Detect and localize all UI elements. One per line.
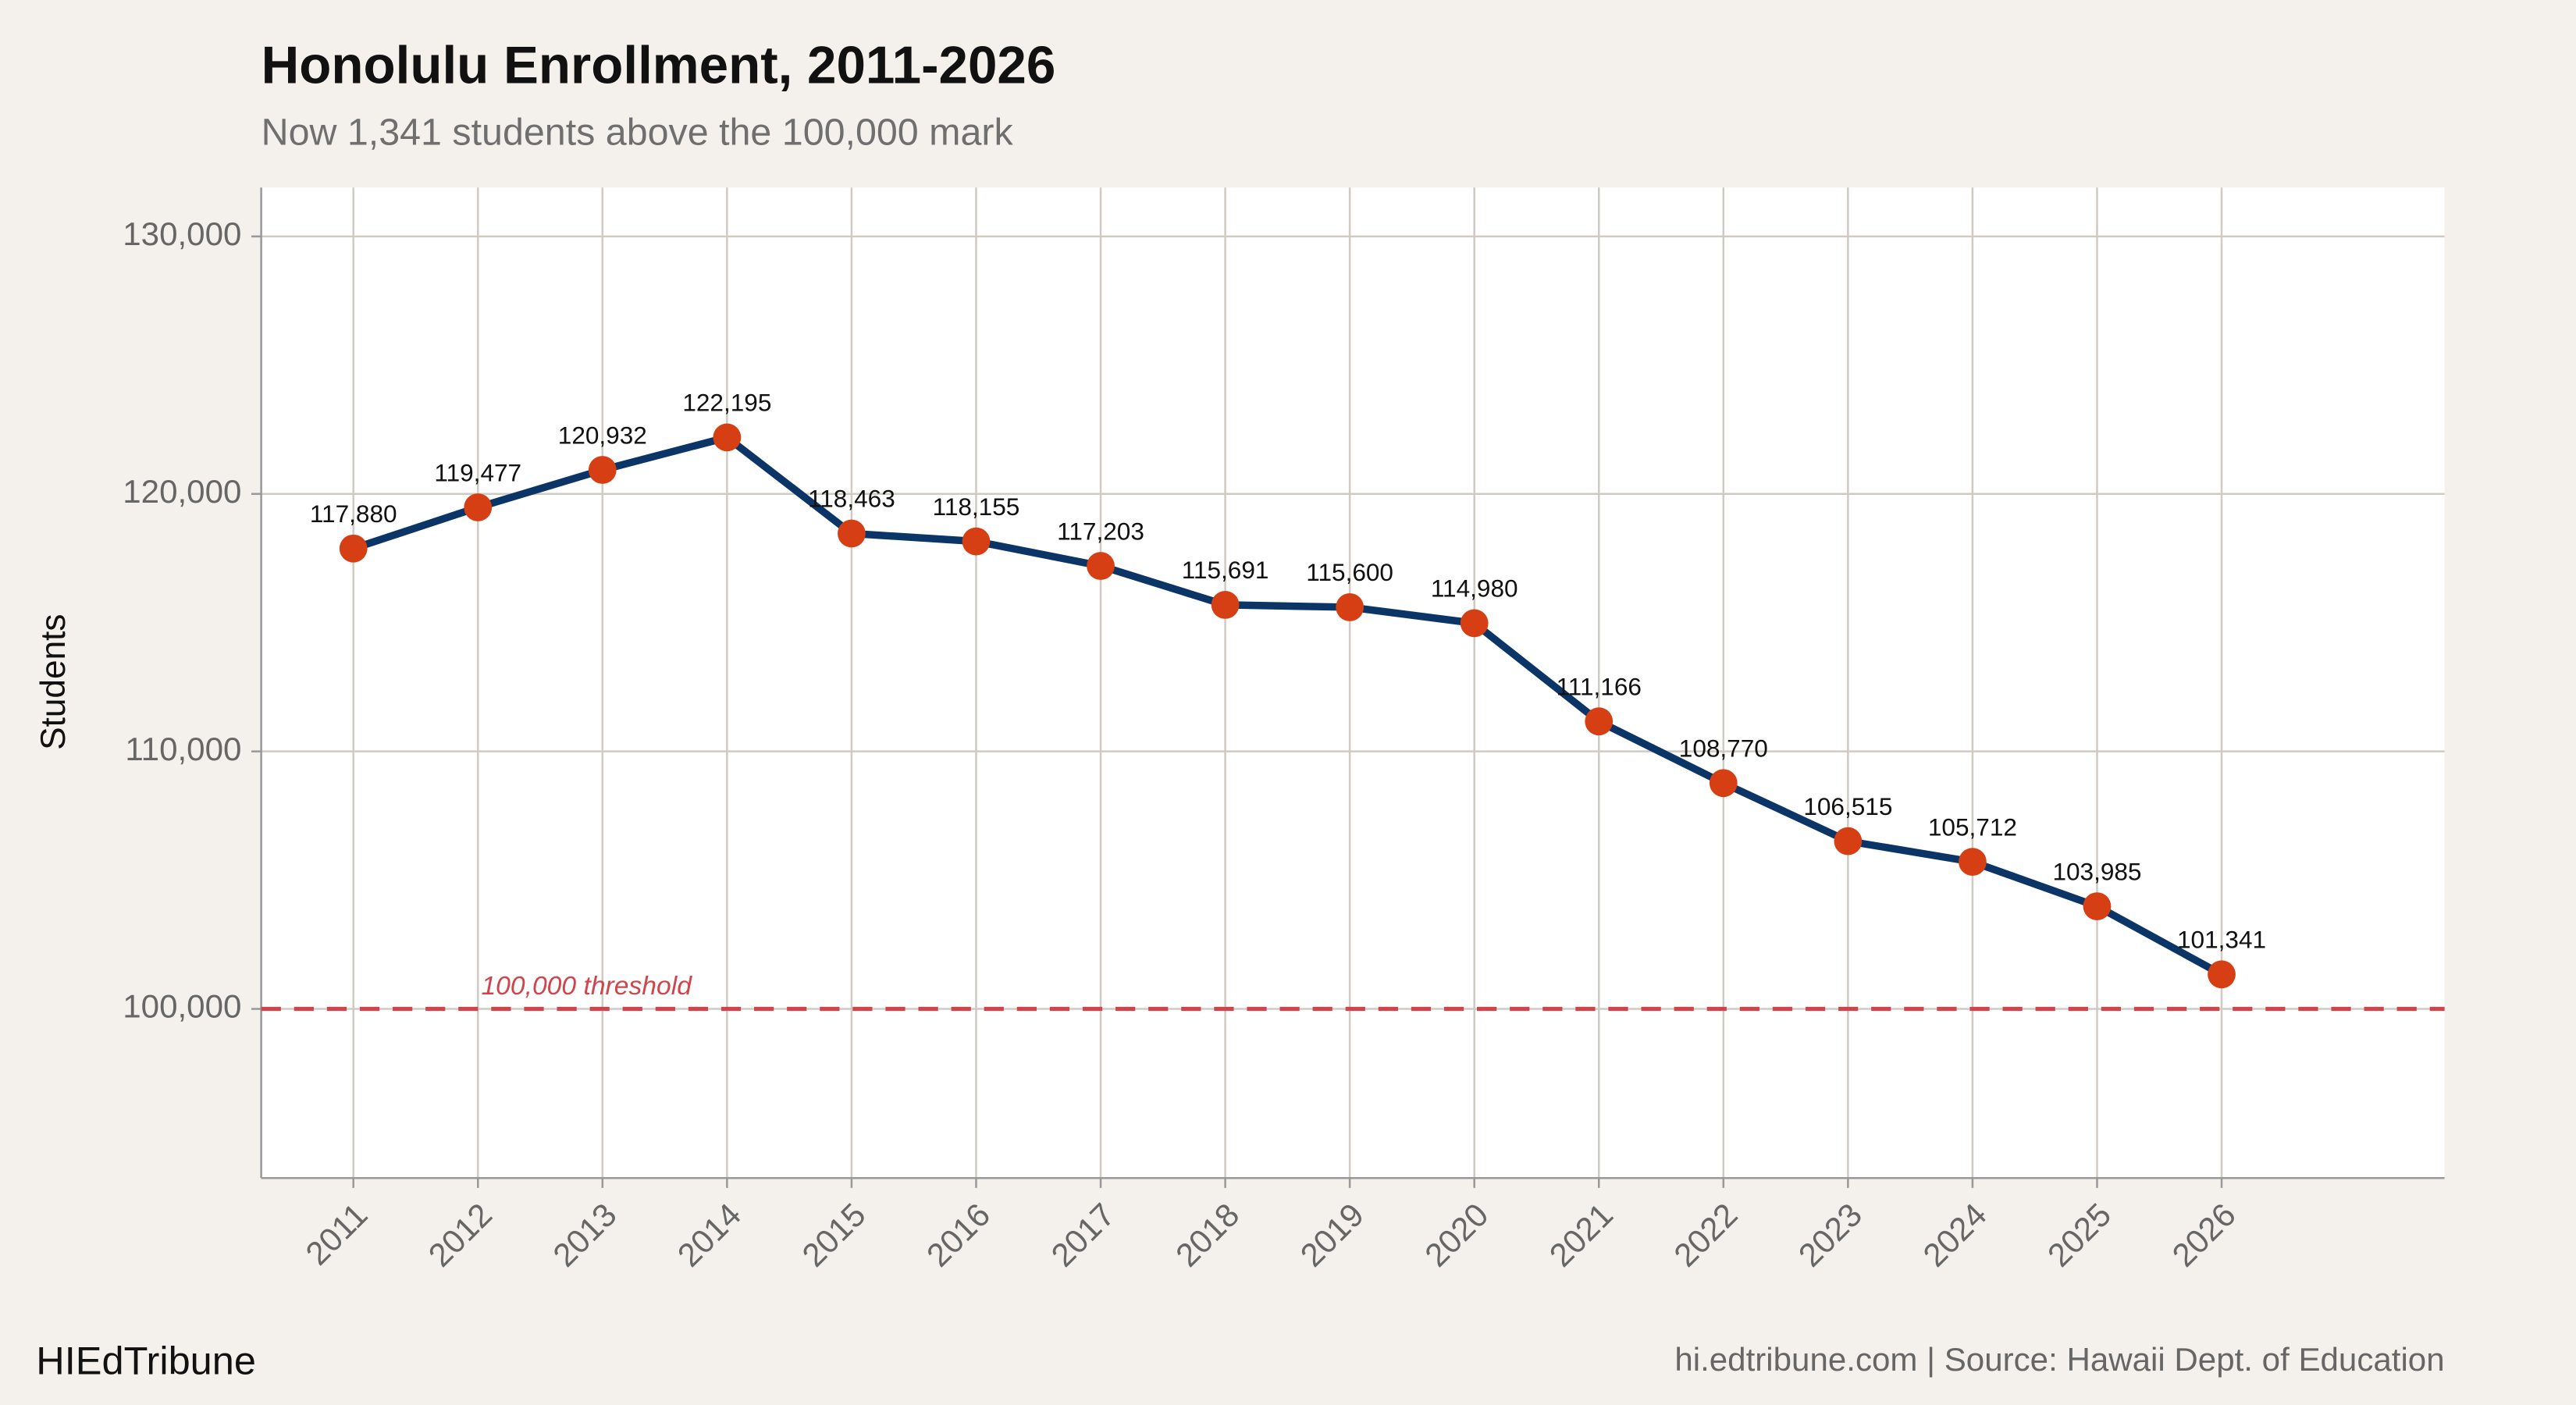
- data-label: 120,932: [558, 421, 647, 449]
- data-point: [1834, 827, 1863, 855]
- data-point: [464, 493, 493, 521]
- reference-label: 100,000 threshold: [481, 972, 692, 1001]
- data-label: 117,880: [310, 500, 397, 528]
- data-point: [838, 519, 866, 548]
- data-point: [1585, 707, 1614, 736]
- data-label: 103,985: [2052, 857, 2141, 885]
- y-tick-label: 100,000: [123, 988, 241, 1025]
- chart-subtitle: Now 1,341 students above the 100,000 mar…: [262, 112, 1014, 154]
- footer-source: hi.edtribune.com | Source: Hawaii Dept. …: [1674, 1341, 2444, 1378]
- data-label: 105,712: [1928, 813, 2017, 841]
- data-label: 115,600: [1306, 558, 1393, 586]
- data-point: [1211, 591, 1240, 619]
- data-point: [2208, 960, 2236, 989]
- data-point: [588, 456, 617, 484]
- chart-title: Honolulu Enrollment, 2011-2026: [262, 36, 1056, 94]
- data-label: 118,155: [933, 493, 1020, 521]
- data-point: [2083, 892, 2112, 920]
- plot-area: [261, 187, 2445, 1179]
- data-point: [962, 527, 991, 556]
- data-label: 118,463: [808, 485, 895, 513]
- data-point: [1460, 609, 1489, 638]
- data-point: [1709, 769, 1738, 798]
- data-point: [1336, 593, 1364, 621]
- data-label: 117,203: [1057, 517, 1144, 545]
- data-point: [713, 423, 742, 452]
- y-tick-label: 120,000: [123, 473, 241, 510]
- data-label: 114,980: [1431, 574, 1518, 603]
- data-label: 119,477: [434, 458, 521, 486]
- data-point: [1087, 552, 1115, 580]
- y-axis-label: Students: [34, 614, 73, 749]
- y-tick-label: 130,000: [123, 215, 241, 252]
- data-point: [1959, 848, 1987, 877]
- data-point: [339, 534, 368, 563]
- y-tick-label: 110,000: [125, 731, 241, 767]
- data-label: 115,691: [1182, 556, 1269, 584]
- data-label: 122,195: [682, 389, 771, 417]
- data-label: 106,515: [1803, 792, 1892, 820]
- data-label: 108,770: [1679, 734, 1768, 762]
- data-label: 111,166: [1557, 672, 1642, 700]
- series-line: [352, 433, 2224, 978]
- data-label: 101,341: [2177, 926, 2266, 954]
- footer-brand: HIEdTribune: [36, 1338, 256, 1382]
